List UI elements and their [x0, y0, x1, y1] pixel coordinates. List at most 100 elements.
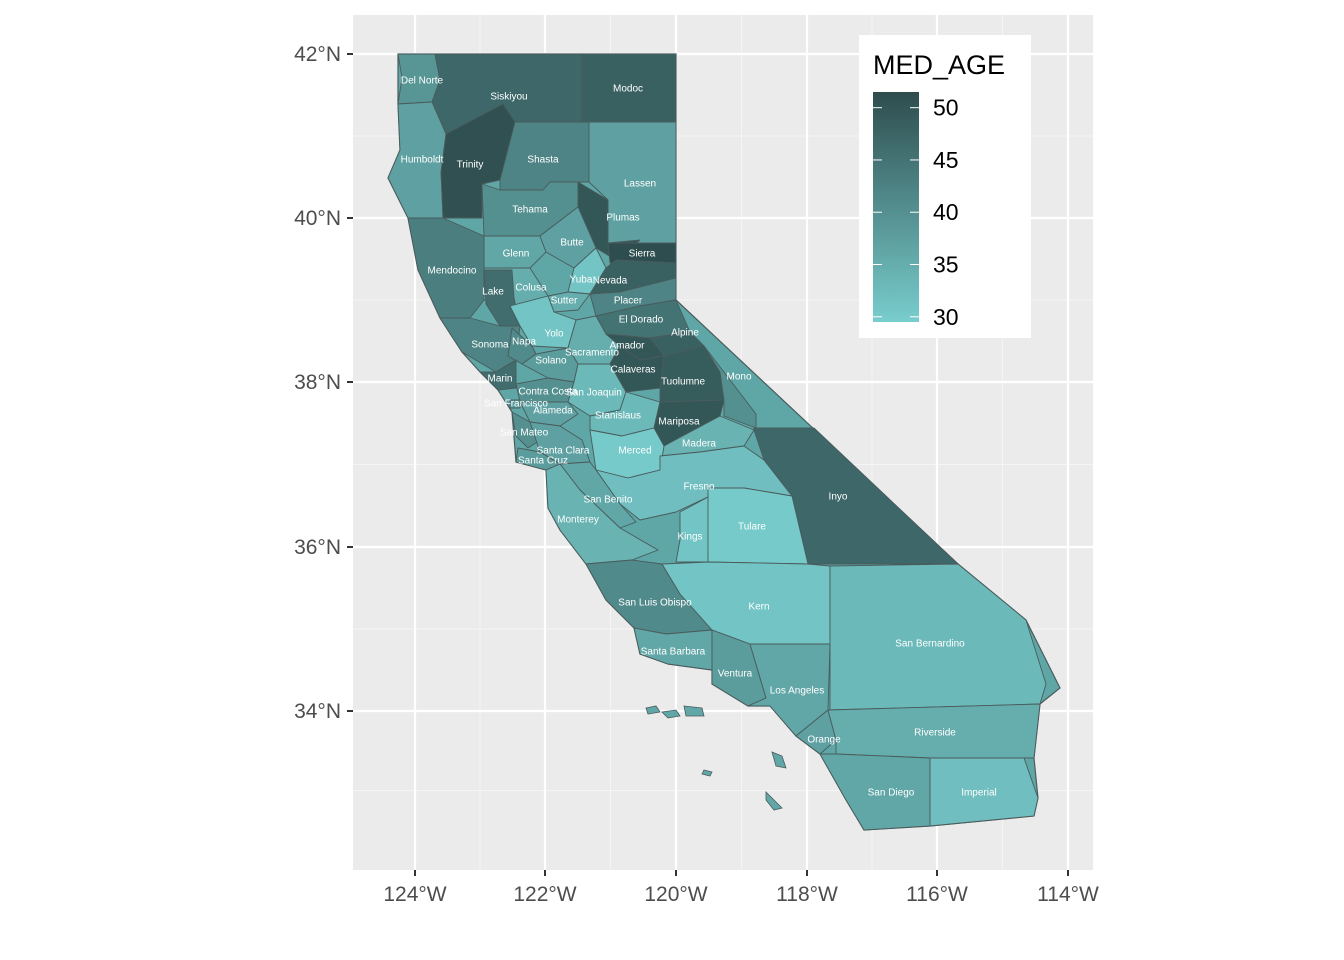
- county-label-monterey: Monterey: [557, 515, 599, 526]
- legend-label: 30: [933, 304, 959, 330]
- county-label-tuolumne: Tuolumne: [661, 377, 706, 388]
- legend-label: 35: [933, 252, 959, 278]
- county-label-sacramento: Sacramento: [565, 348, 619, 359]
- county-label-plumas: Plumas: [606, 213, 639, 224]
- county-label-modoc: Modoc: [613, 84, 643, 95]
- county-label-santa-barbara: Santa Barbara: [641, 647, 706, 658]
- legend-label: 50: [933, 95, 959, 121]
- county-label-san-joaquin: San Joaquin: [566, 388, 622, 399]
- y-tick-label: 38°N: [294, 371, 341, 394]
- island: [765, 791, 783, 811]
- county-label-shasta: Shasta: [527, 155, 559, 166]
- county-label-nevada: Nevada: [593, 276, 628, 287]
- county-label-sutter: Sutter: [551, 296, 578, 307]
- county-label-placer: Placer: [614, 296, 643, 307]
- y-tick-label: 40°N: [294, 207, 341, 230]
- x-tick-label: 118°W: [776, 883, 838, 906]
- county-label-mono: Mono: [726, 372, 751, 383]
- x-tick-label: 114°W: [1037, 883, 1099, 906]
- county-label-san-benito: San Benito: [584, 495, 633, 506]
- county-imperial: [929, 757, 1039, 827]
- county-label-humboldt: Humboldt: [401, 155, 444, 166]
- county-label-trinity: Trinity: [457, 160, 484, 171]
- county-label-stanislaus: Stanislaus: [595, 411, 641, 422]
- county-label-mendocino: Mendocino: [428, 266, 477, 277]
- y-tick-label: 34°N: [294, 700, 341, 723]
- county-label-orange: Orange: [807, 735, 841, 746]
- county-mono: [703, 345, 757, 429]
- county-label-alameda: Alameda: [533, 406, 573, 417]
- county-label-napa: Napa: [512, 337, 536, 348]
- county-los-angeles: [747, 643, 831, 737]
- county-alameda: [519, 401, 579, 427]
- county-label-mariposa: Mariposa: [658, 417, 700, 428]
- county-label-ventura: Ventura: [718, 669, 753, 680]
- county-label-contra-costa: Contra Costa: [519, 387, 578, 398]
- county-label-san-luis-obispo: San Luis Obispo: [618, 598, 692, 609]
- county-label-tulare: Tulare: [738, 522, 766, 533]
- county-marin: [479, 359, 517, 391]
- x-tick-label: 120°W: [644, 883, 707, 906]
- legend-title: MED_AGE: [873, 50, 1005, 80]
- county-label-merced: Merced: [618, 446, 651, 457]
- county-label-san-bernardino: San Bernardino: [895, 639, 965, 650]
- island: [661, 709, 681, 719]
- county-label-los-angeles: Los Angeles: [770, 686, 825, 697]
- county-label-lassen: Lassen: [624, 179, 656, 190]
- county-label-tehama: Tehama: [512, 205, 548, 216]
- county-label-siskiyou: Siskiyou: [490, 92, 527, 103]
- county-label-madera: Madera: [682, 439, 716, 450]
- county-label-san-diego: San Diego: [868, 788, 915, 799]
- x-tick-label: 122°W: [513, 883, 576, 906]
- county-label-amador: Amador: [609, 341, 645, 352]
- county-label-fresno: Fresno: [683, 482, 715, 493]
- county-label-kings: Kings: [677, 532, 702, 543]
- county-label-imperial: Imperial: [961, 788, 997, 799]
- legend-colorbar: [873, 92, 919, 322]
- island: [701, 769, 713, 777]
- california-map: [387, 53, 1061, 831]
- county-label-sierra: Sierra: [629, 249, 656, 260]
- county-label-yolo: Yolo: [544, 329, 564, 340]
- county-san-francisco: [509, 399, 521, 409]
- x-tick-label: 124°W: [383, 883, 446, 906]
- county-label-san-francisco: San Francisco: [484, 399, 548, 410]
- county-tulare: [707, 487, 809, 565]
- county-label-glenn: Glenn: [503, 249, 530, 260]
- county-mendocino: [407, 217, 485, 319]
- legend-label: 45: [933, 147, 959, 173]
- legend: MED_AGE 50 45 40 35 30: [859, 35, 1031, 338]
- county-san-mateo: [511, 411, 541, 449]
- county-label-kern: Kern: [748, 602, 769, 613]
- county-label-del-norte: Del Norte: [401, 76, 444, 87]
- x-tick-label: 116°W: [906, 883, 968, 906]
- county-label-san-mateo: San Mateo: [500, 428, 549, 439]
- county-fresno: [595, 445, 793, 521]
- county-label-inyo: Inyo: [829, 492, 848, 503]
- county-monterey: [545, 463, 659, 565]
- county-label-calaveras: Calaveras: [610, 365, 655, 376]
- county-label-santa-clara: Santa Clara: [537, 446, 590, 457]
- county-labels: Del Norte Siskiyou Modoc Humboldt Trinity Sha…: [401, 76, 997, 799]
- county-label-lake: Lake: [482, 287, 504, 298]
- county-label-colusa: Colusa: [515, 283, 547, 294]
- county-label-sonoma: Sonoma: [471, 340, 509, 351]
- legend-label: 40: [933, 199, 959, 225]
- legend-ticks: 50 45 40 35 30: [873, 95, 959, 330]
- y-tick-label: 36°N: [294, 536, 341, 559]
- island: [645, 705, 661, 715]
- county-label-alpine: Alpine: [671, 328, 699, 339]
- county-label-el-dorado: El Dorado: [619, 315, 664, 326]
- island: [771, 751, 787, 769]
- axes: 124°W 122°W 120°W 118°W 116°W 114°W 42°N 40°N 38…: [294, 43, 1099, 906]
- county-kings: [675, 495, 711, 563]
- county-label-santa-cruz: Santa Cruz: [518, 456, 568, 467]
- island: [683, 705, 705, 717]
- county-label-butte: Butte: [560, 238, 584, 249]
- county-label-marin: Marin: [487, 374, 512, 385]
- y-tick-label: 42°N: [294, 43, 341, 66]
- county-label-riverside: Riverside: [914, 728, 956, 739]
- county-label-solano: Solano: [535, 356, 567, 367]
- county-label-yuba: Yuba: [570, 275, 593, 286]
